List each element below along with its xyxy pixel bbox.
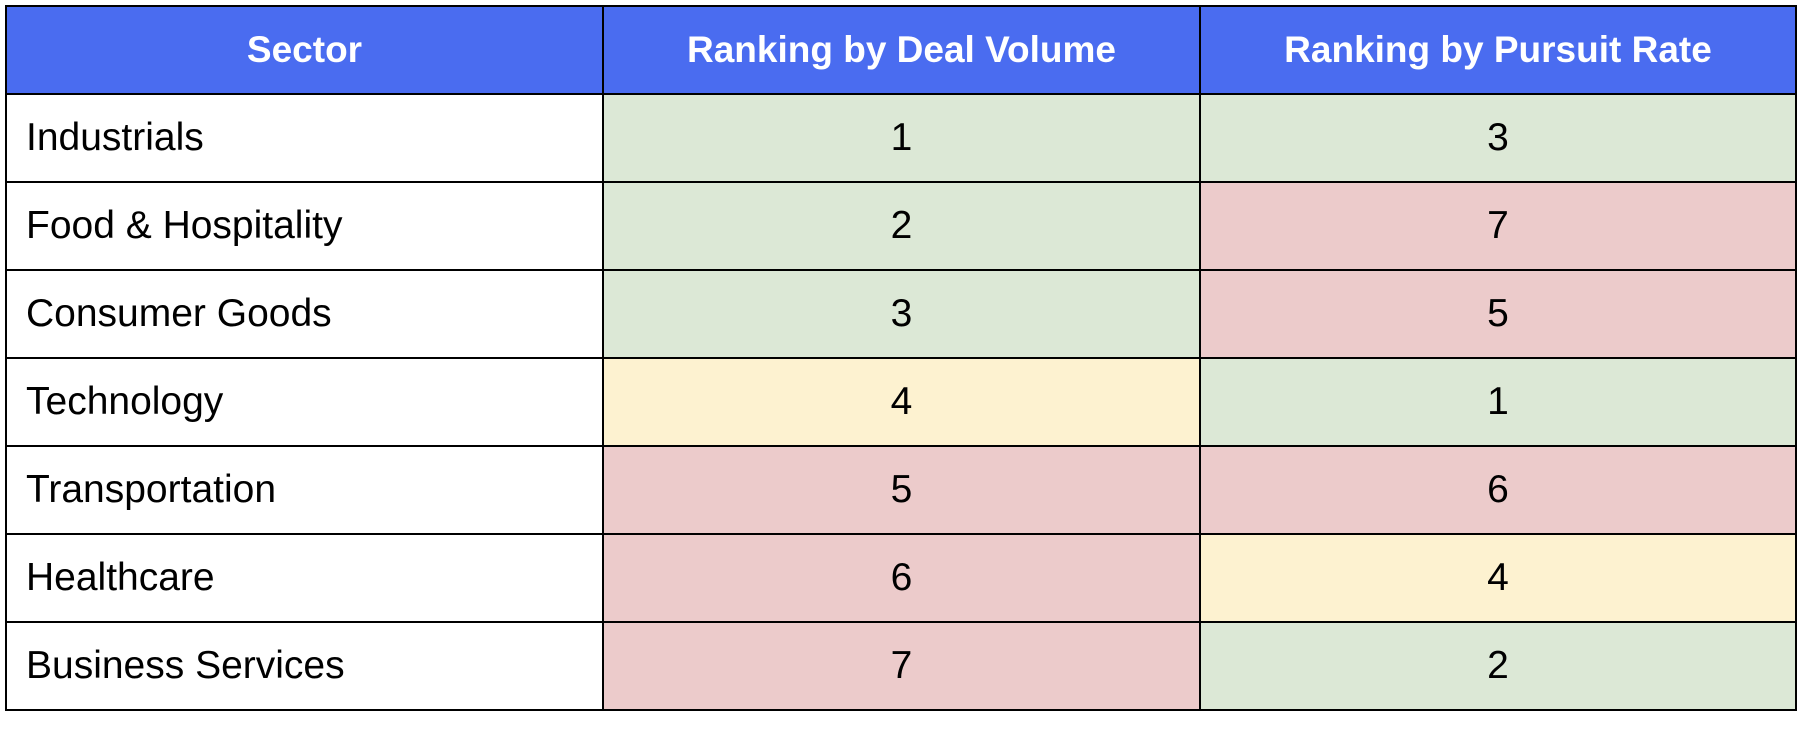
header-sector: Sector — [5, 5, 604, 95]
table-row: Healthcare 6 4 — [5, 533, 1797, 623]
deal-volume-cell: 7 — [602, 621, 1201, 711]
sector-cell: Industrials — [5, 93, 604, 183]
pursuit-rate-cell: 4 — [1199, 533, 1797, 623]
deal-volume-cell: 3 — [602, 269, 1201, 359]
pursuit-rate-cell: 2 — [1199, 621, 1797, 711]
pursuit-rate-cell: 7 — [1199, 181, 1797, 271]
header-row: Sector Ranking by Deal Volume Ranking by… — [5, 5, 1797, 95]
sector-ranking-table: Sector Ranking by Deal Volume Ranking by… — [5, 5, 1797, 711]
header-deal-volume: Ranking by Deal Volume — [602, 5, 1201, 95]
table-row: Technology 4 1 — [5, 357, 1797, 447]
table-row: Transportation 5 6 — [5, 445, 1797, 535]
table-row: Business Services 7 2 — [5, 621, 1797, 711]
deal-volume-cell: 4 — [602, 357, 1201, 447]
pursuit-rate-cell: 1 — [1199, 357, 1797, 447]
sector-cell: Food & Hospitality — [5, 181, 604, 271]
table-row: Food & Hospitality 2 7 — [5, 181, 1797, 271]
sector-cell: Transportation — [5, 445, 604, 535]
header-pursuit-rate: Ranking by Pursuit Rate — [1199, 5, 1797, 95]
sector-cell: Healthcare — [5, 533, 604, 623]
deal-volume-cell: 5 — [602, 445, 1201, 535]
pursuit-rate-cell: 5 — [1199, 269, 1797, 359]
table-row: Consumer Goods 3 5 — [5, 269, 1797, 359]
table-row: Industrials 1 3 — [5, 93, 1797, 183]
sector-cell: Consumer Goods — [5, 269, 604, 359]
sector-cell: Technology — [5, 357, 604, 447]
ranking-table-container: Sector Ranking by Deal Volume Ranking by… — [5, 5, 1797, 711]
deal-volume-cell: 1 — [602, 93, 1201, 183]
pursuit-rate-cell: 3 — [1199, 93, 1797, 183]
pursuit-rate-cell: 6 — [1199, 445, 1797, 535]
deal-volume-cell: 6 — [602, 533, 1201, 623]
deal-volume-cell: 2 — [602, 181, 1201, 271]
sector-cell: Business Services — [5, 621, 604, 711]
